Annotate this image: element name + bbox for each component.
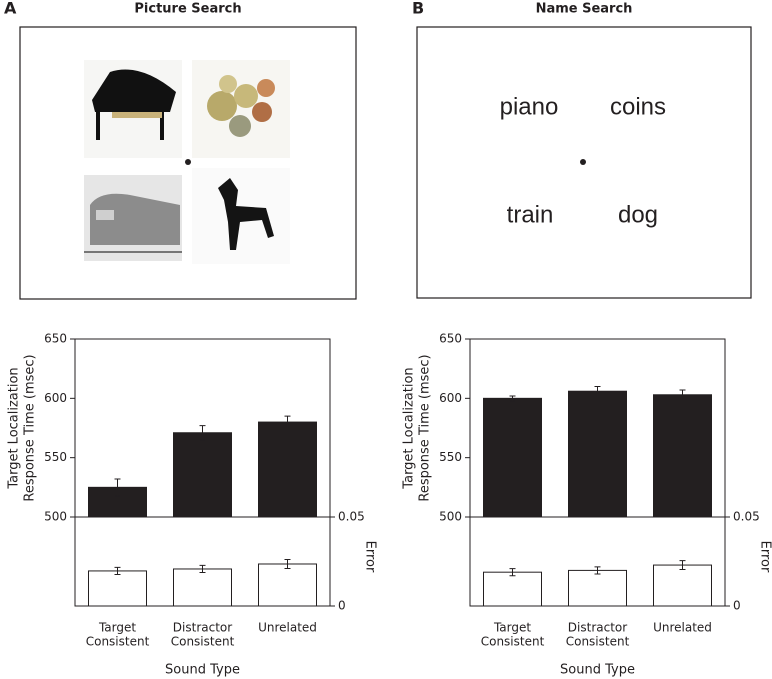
x-tick-label: Distractor xyxy=(568,621,627,635)
x-tick-label: Consistent xyxy=(566,635,630,649)
fixation-dot xyxy=(580,159,586,165)
x-axis-label: Sound Type xyxy=(165,663,240,678)
error-bar xyxy=(114,566,121,575)
bar xyxy=(88,570,147,607)
y-tick-label: 600 xyxy=(439,391,462,405)
coins-picture xyxy=(192,60,290,158)
train-picture xyxy=(84,175,182,261)
stimulus-word: piano xyxy=(500,93,559,120)
y-tick-label: 650 xyxy=(439,332,462,346)
x-axis-label: Sound Type xyxy=(560,663,635,678)
y-tick-label: 600 xyxy=(44,391,67,405)
x-tick-label: Distractor xyxy=(173,621,232,635)
panel-title: Name Search xyxy=(536,2,633,17)
bar xyxy=(568,390,627,518)
y2-tick-label: 0 xyxy=(733,599,741,613)
bar xyxy=(483,397,542,518)
y2-tick-label: 0 xyxy=(338,599,346,613)
y-axis-label: Target Localization xyxy=(402,367,417,489)
panel-label: B xyxy=(412,0,424,18)
error-bar xyxy=(594,385,601,397)
fixation-dot xyxy=(185,159,191,165)
error-bar xyxy=(679,560,686,571)
error-bar xyxy=(594,566,601,575)
bar xyxy=(173,568,232,607)
piano-picture xyxy=(84,60,182,158)
bar xyxy=(258,421,317,518)
bar xyxy=(568,569,627,607)
x-tick-label: Unrelated xyxy=(258,621,317,635)
x-tick-label: Consistent xyxy=(86,635,150,649)
error-bar xyxy=(199,425,206,441)
stimulus-word: coins xyxy=(610,93,666,120)
bar xyxy=(653,394,712,518)
y-axis-label: Target Localization xyxy=(7,367,22,489)
stimulus-word: dog xyxy=(618,201,658,228)
error-bar xyxy=(114,478,121,497)
bar xyxy=(653,564,712,607)
bar xyxy=(258,563,317,607)
error-bar xyxy=(509,568,516,577)
bar xyxy=(483,571,542,607)
panel-title: Picture Search xyxy=(134,2,241,17)
dog-picture xyxy=(192,168,290,264)
panel-label: A xyxy=(4,0,17,18)
x-tick-label: Target xyxy=(493,621,531,635)
y-tick-label: 550 xyxy=(439,450,462,464)
error-bar xyxy=(509,395,516,402)
y-tick-label: 650 xyxy=(44,332,67,346)
x-tick-label: Consistent xyxy=(481,635,545,649)
y2-tick-label: 0.05 xyxy=(733,510,760,524)
y2-axis-label: Error xyxy=(758,541,772,573)
error-bar xyxy=(284,559,291,569)
error-bar xyxy=(199,564,206,574)
y-axis-label: Response Time (msec) xyxy=(418,354,433,501)
x-tick-label: Target xyxy=(98,621,136,635)
stimulus-word: train xyxy=(507,201,554,228)
y-axis-label: Response Time (msec) xyxy=(23,354,38,501)
y-tick-label: 500 xyxy=(44,510,67,524)
y-tick-label: 500 xyxy=(439,510,462,524)
bar xyxy=(173,432,232,518)
y2-tick-label: 0.05 xyxy=(338,510,365,524)
x-tick-label: Unrelated xyxy=(653,621,712,635)
x-tick-label: Consistent xyxy=(171,635,235,649)
y2-axis-label: Error xyxy=(363,541,378,573)
error-bar xyxy=(284,415,291,429)
y-tick-label: 550 xyxy=(44,450,67,464)
error-bar xyxy=(679,389,686,401)
